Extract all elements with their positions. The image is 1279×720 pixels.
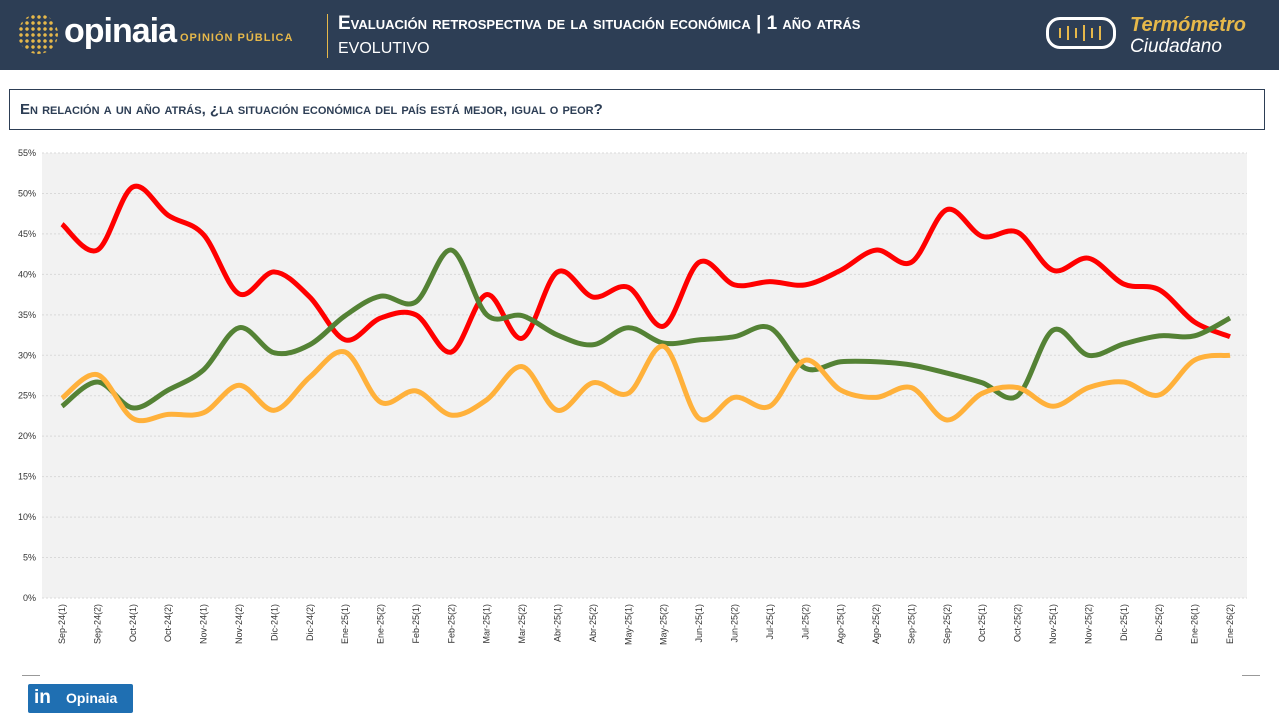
y-tick-label: 55% bbox=[18, 148, 36, 158]
y-tick-label: 5% bbox=[23, 553, 36, 563]
logo: opinaia bbox=[64, 12, 177, 50]
y-tick-label: 0% bbox=[23, 593, 36, 603]
speech-bubble-icon bbox=[1046, 17, 1116, 49]
x-tick-label: Jul-25(2) bbox=[800, 604, 810, 640]
x-tick-label: Oct-25(1) bbox=[977, 604, 987, 642]
x-tick-label: Ago-25(1) bbox=[836, 604, 846, 644]
x-tick-label: Ene-26(2) bbox=[1225, 604, 1235, 644]
x-tick-label: Oct-24(2) bbox=[163, 604, 173, 642]
linkedin-label: Opinaia bbox=[66, 690, 118, 706]
series-line-0 bbox=[60, 183, 1231, 355]
x-tick-label: Dic-24(2) bbox=[305, 604, 315, 641]
brand-title: Termómetro bbox=[1130, 14, 1246, 36]
x-tick-label: Mar-25(2) bbox=[517, 604, 527, 644]
opinaia-logo-icon bbox=[18, 14, 58, 54]
x-tick-label: Ene-26(1) bbox=[1190, 604, 1200, 644]
divider bbox=[1242, 675, 1260, 676]
x-tick-label: Jun-25(1) bbox=[694, 604, 704, 643]
x-tick-label: Ene-25(2) bbox=[376, 604, 386, 644]
x-tick-label: Nov-24(2) bbox=[234, 604, 244, 644]
y-tick-label: 35% bbox=[18, 310, 36, 320]
y-tick-label: 30% bbox=[18, 350, 36, 360]
x-tick-label: Abr-25(2) bbox=[588, 604, 598, 642]
header: opinaia OPINIÓN PÚBLICA Evaluación retro… bbox=[0, 0, 1279, 70]
logo-subtitle: OPINIÓN PÚBLICA bbox=[180, 32, 294, 44]
page-subtitle: EVOLUTIVO bbox=[338, 40, 430, 57]
y-tick-label: 40% bbox=[18, 269, 36, 279]
x-tick-label: Dic-25(2) bbox=[1154, 604, 1164, 641]
x-tick-label: Ago-25(2) bbox=[871, 604, 881, 644]
y-tick-label: 25% bbox=[18, 391, 36, 401]
brand-subtitle: Ciudadano bbox=[1130, 36, 1222, 57]
x-tick-label: Sep-24(1) bbox=[57, 604, 67, 644]
series-line-2 bbox=[60, 343, 1231, 424]
y-tick-label: 45% bbox=[18, 229, 36, 239]
x-tick-label: Mar-25(1) bbox=[482, 604, 492, 644]
y-tick-label: 15% bbox=[18, 472, 36, 482]
linkedin-icon: in bbox=[34, 687, 51, 708]
series-line-1 bbox=[60, 247, 1232, 411]
x-tick-label: Jun-25(2) bbox=[729, 604, 739, 643]
y-tick-label: 20% bbox=[18, 431, 36, 441]
page-title: Evaluación retrospectiva de la situación… bbox=[338, 13, 861, 34]
x-tick-label: Sep-24(2) bbox=[92, 604, 102, 644]
x-tick-label: Dic-25(1) bbox=[1119, 604, 1129, 641]
linkedin-button[interactable]: in Opinaia bbox=[28, 684, 133, 713]
x-tick-label: Oct-24(1) bbox=[128, 604, 138, 642]
x-tick-label: Nov-25(1) bbox=[1048, 604, 1058, 644]
x-tick-label: Feb-25(1) bbox=[411, 604, 421, 644]
x-tick-label: May-25(2) bbox=[659, 604, 669, 645]
x-tick-label: Nov-25(2) bbox=[1083, 604, 1093, 644]
x-tick-label: Dic-24(1) bbox=[269, 604, 279, 641]
divider bbox=[327, 14, 328, 58]
x-tick-label: Oct-25(2) bbox=[1013, 604, 1023, 642]
x-tick-label: Sep-25(2) bbox=[942, 604, 952, 644]
x-tick-label: Nov-24(1) bbox=[199, 604, 209, 644]
y-tick-label: 10% bbox=[18, 512, 36, 522]
x-tick-label: Abr-25(1) bbox=[553, 604, 563, 642]
y-tick-label: 50% bbox=[18, 188, 36, 198]
x-tick-label: Jul-25(1) bbox=[765, 604, 775, 640]
x-tick-label: Feb-25(2) bbox=[446, 604, 456, 644]
question-box: En relación a un año atrás, ¿la situació… bbox=[9, 89, 1265, 130]
plot-area bbox=[42, 153, 1247, 598]
x-tick-label: Sep-25(1) bbox=[906, 604, 916, 644]
x-tick-label: May-25(1) bbox=[623, 604, 633, 645]
divider bbox=[22, 675, 40, 676]
x-tick-label: Ene-25(1) bbox=[340, 604, 350, 644]
